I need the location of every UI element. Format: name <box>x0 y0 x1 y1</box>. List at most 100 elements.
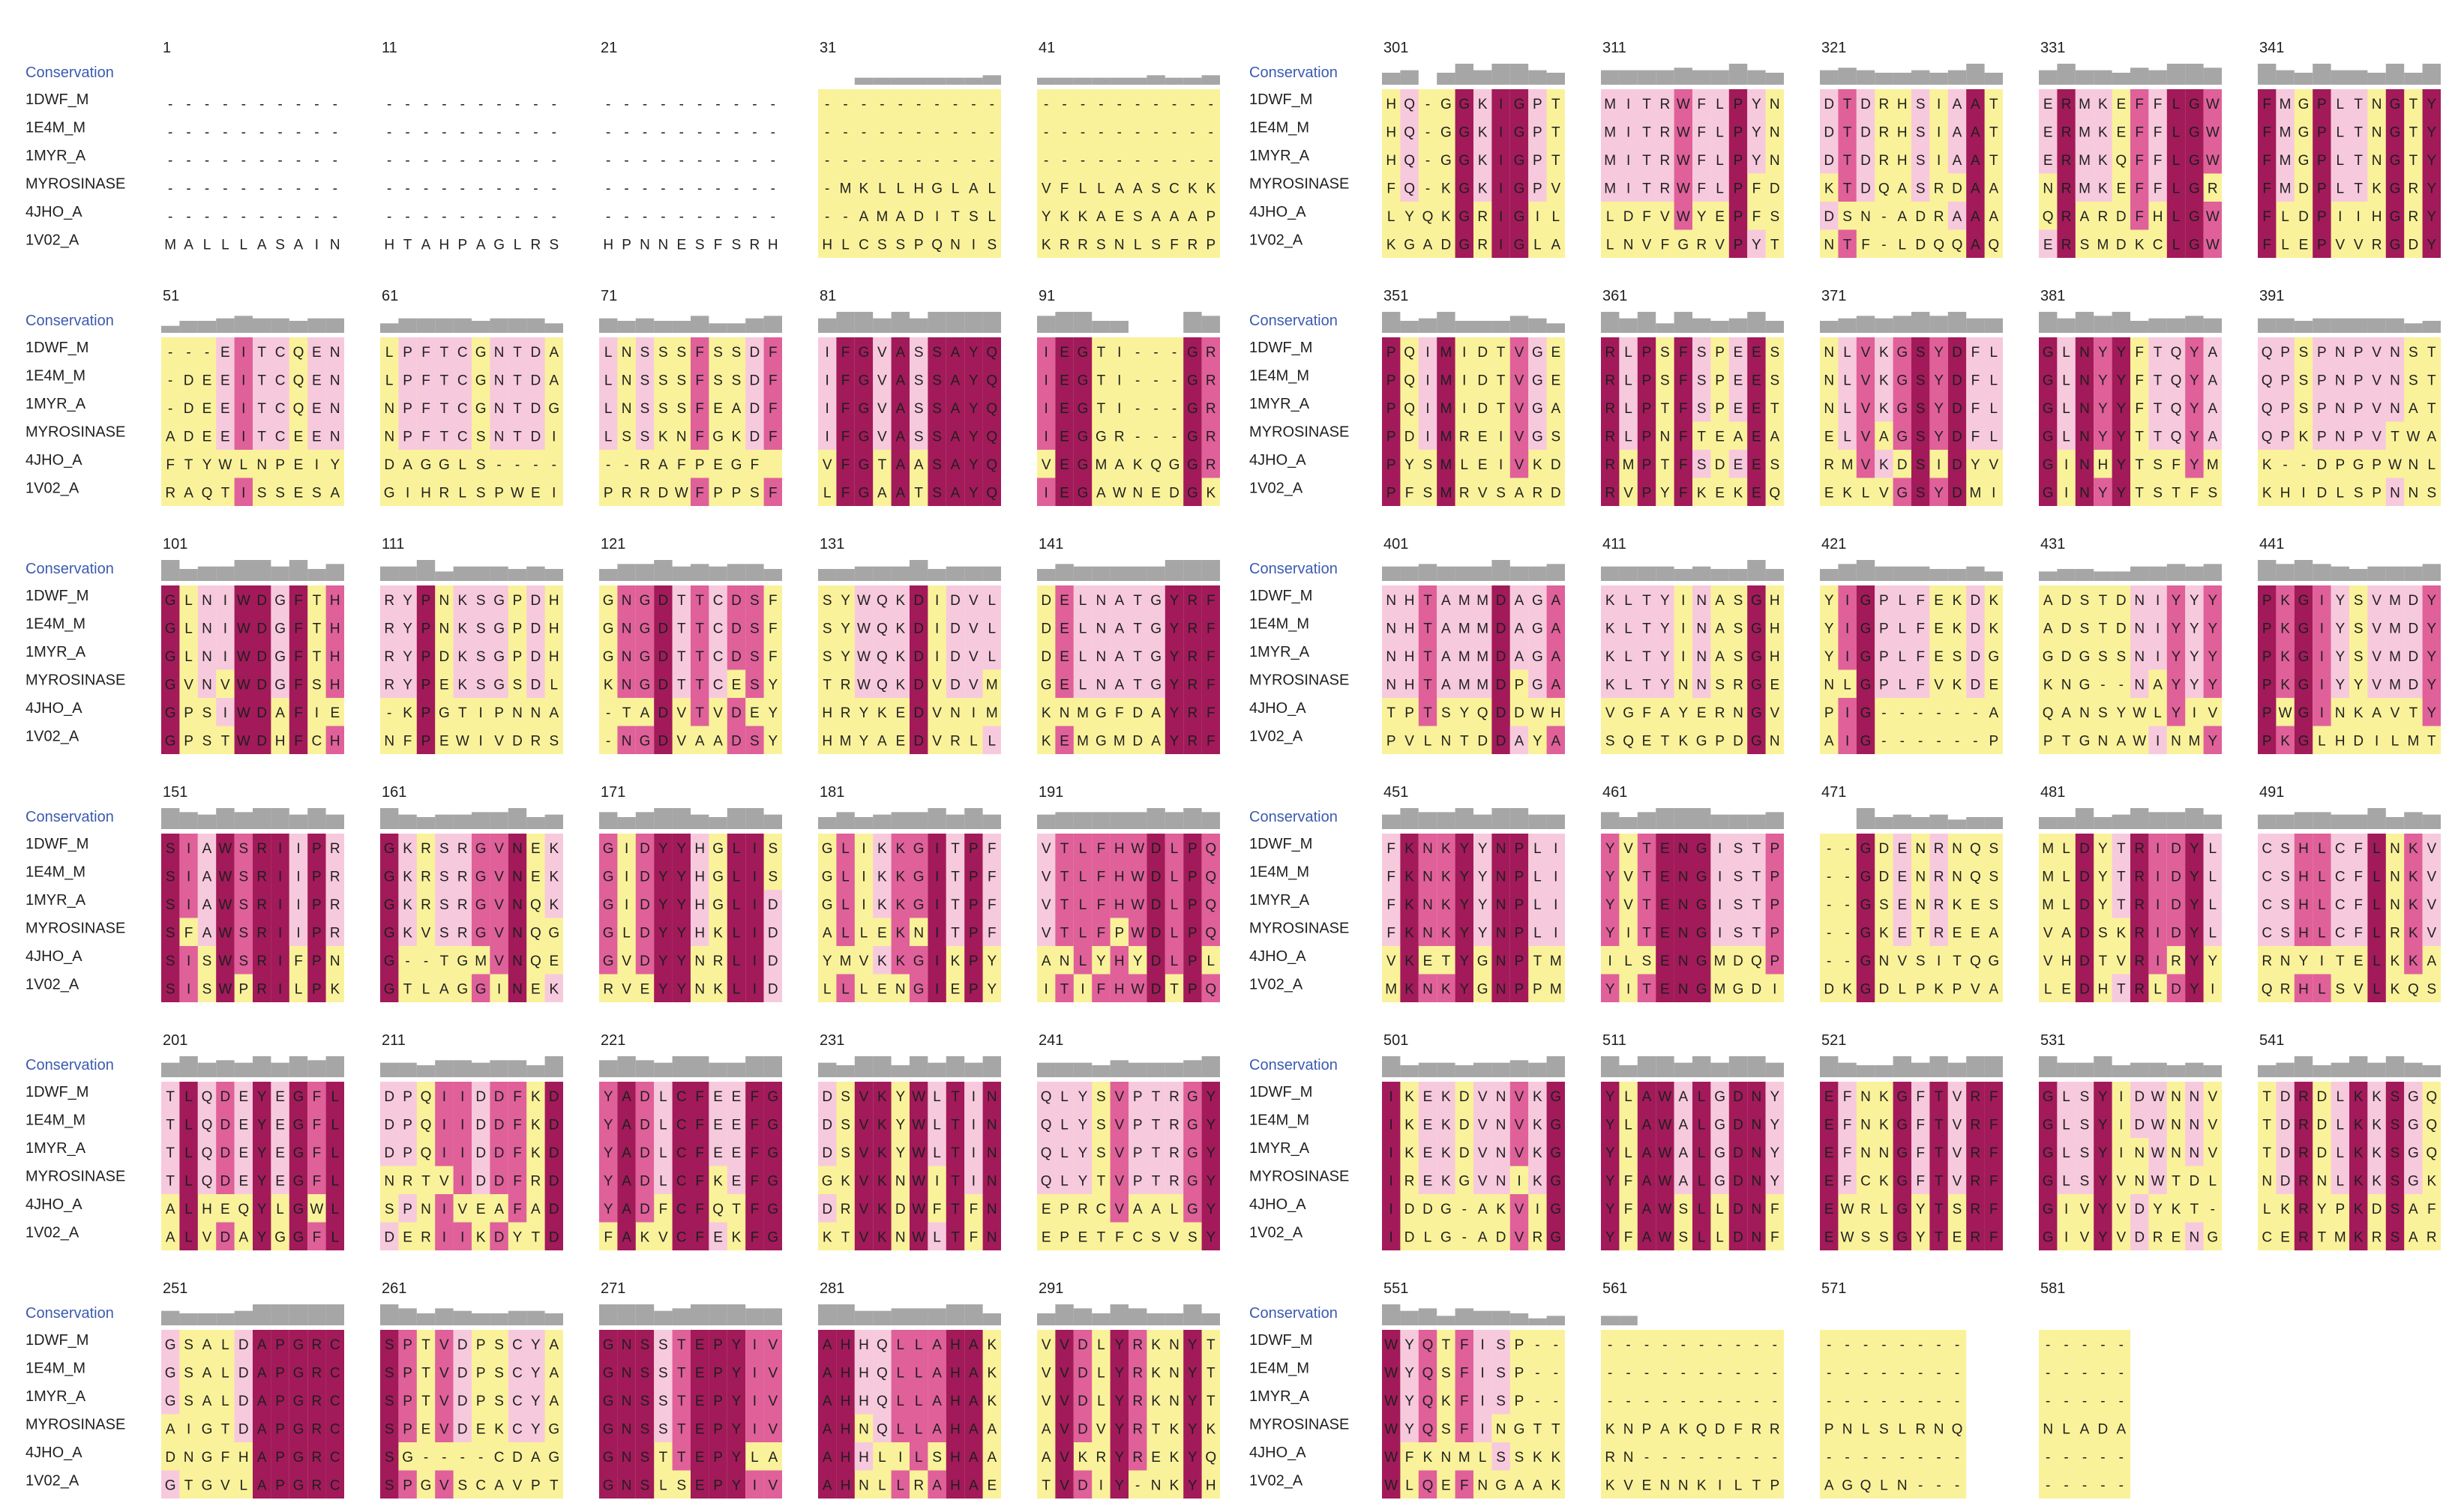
residue: S <box>184 1337 193 1353</box>
residue-highlight <box>910 365 928 394</box>
residue: P <box>1734 125 1743 141</box>
residue: Q <box>1769 486 1780 502</box>
residue: W <box>2133 734 2146 750</box>
residue-highlight <box>946 669 965 698</box>
residue: F <box>1679 486 1688 502</box>
alignment-chunk: 211DDDNSDPPPRPEQQQTNRIIIVIIIIIIVIDDDDEKD… <box>380 1032 563 1250</box>
residue: A <box>1971 181 1980 197</box>
residue-highlight <box>964 669 983 698</box>
residue: D <box>384 1118 394 1133</box>
residue-highlight <box>1055 450 1074 478</box>
residue-highlight <box>964 394 983 422</box>
residue: P <box>403 1337 412 1353</box>
residue: - <box>168 401 172 417</box>
residue: D <box>658 593 669 609</box>
residue: V <box>1660 209 1670 225</box>
residue: F <box>294 954 303 969</box>
residue-highlight <box>253 337 271 366</box>
residue: - <box>387 125 391 141</box>
residue: Y <box>1459 870 1469 885</box>
residue: F <box>695 1174 704 1190</box>
conservation-bar <box>1037 1062 1056 1077</box>
residue: - <box>259 125 264 141</box>
residue: F <box>1971 345 1980 361</box>
residue: V <box>421 926 431 942</box>
residue: P <box>2043 734 2053 750</box>
residue: N <box>987 1202 997 1217</box>
residue-highlight <box>1201 337 1220 366</box>
residue-highlight <box>1055 394 1074 422</box>
residue-highlight <box>490 861 508 890</box>
residue: K <box>1734 486 1743 502</box>
residue: - <box>1209 153 1213 169</box>
residue: P <box>2280 401 2290 417</box>
residue: - <box>643 209 647 225</box>
residue: D <box>531 345 541 361</box>
residue-highlight <box>982 421 1001 450</box>
residue: P <box>476 1366 486 1382</box>
residue: T <box>951 926 960 942</box>
conservation-bar <box>654 808 673 829</box>
residue: P <box>2317 238 2327 253</box>
residue: Q <box>202 1145 213 1161</box>
residue: G <box>493 649 505 665</box>
residue: E <box>238 1145 248 1161</box>
conservation-bar <box>526 566 545 581</box>
residue: - <box>405 209 409 225</box>
residue-highlight <box>1201 890 1220 918</box>
residue-highlight <box>1183 726 1202 754</box>
residue: Y <box>1752 125 1761 141</box>
residue: Y <box>2190 430 2199 445</box>
residue: F <box>421 401 430 417</box>
residue-highlight <box>1037 394 1056 422</box>
residue: L <box>1899 649 1907 665</box>
residue: Y <box>2098 345 2108 361</box>
residue: - <box>771 97 775 112</box>
residue: V <box>1042 181 1051 197</box>
sequence-name: 1V02_A <box>25 729 79 745</box>
residue: I <box>753 870 757 885</box>
residue: I <box>296 841 300 857</box>
residue: H <box>950 1366 961 1382</box>
residue: R <box>256 897 267 913</box>
residue: - <box>862 125 866 141</box>
position-number: 301 <box>1383 40 1408 56</box>
conservation-bar <box>964 1062 983 1077</box>
residue: L <box>514 238 522 253</box>
residue: H <box>1404 593 1415 609</box>
residue: G <box>2043 401 2054 417</box>
residue: P <box>914 238 924 253</box>
residue: L <box>733 982 741 998</box>
conservation-bar <box>1929 316 1948 333</box>
residue: G <box>2298 125 2310 141</box>
residue-highlight <box>508 946 527 975</box>
residue: G <box>1078 373 1089 389</box>
residue: N <box>987 1230 997 1246</box>
residue: L <box>240 457 248 473</box>
residue-highlight <box>234 890 253 918</box>
residue: T <box>1661 734 1670 750</box>
residue: A <box>2116 734 2126 750</box>
residue-highlight <box>398 421 417 450</box>
residue: L <box>2172 97 2181 112</box>
residue: Y <box>1114 1422 1124 1438</box>
residue: R <box>2061 125 2072 141</box>
residue: A <box>257 1394 267 1409</box>
residue: D <box>1915 209 1926 225</box>
residue: W <box>237 621 250 637</box>
residue: E <box>1478 430 1488 445</box>
residue: R <box>531 238 541 253</box>
residue: N <box>895 1174 906 1190</box>
residue: - <box>1172 97 1177 112</box>
residue: D <box>184 430 194 445</box>
residue: R <box>640 457 650 473</box>
residue: R <box>421 870 431 885</box>
residue: N <box>1169 1337 1180 1353</box>
residue: Q <box>2171 373 2182 389</box>
residue-highlight <box>1183 642 1202 670</box>
conservation-bar <box>2166 318 2186 333</box>
residue: - <box>314 209 319 225</box>
residue: N <box>1496 870 1506 885</box>
residue: G <box>165 1337 176 1353</box>
residue-highlight <box>161 890 180 918</box>
